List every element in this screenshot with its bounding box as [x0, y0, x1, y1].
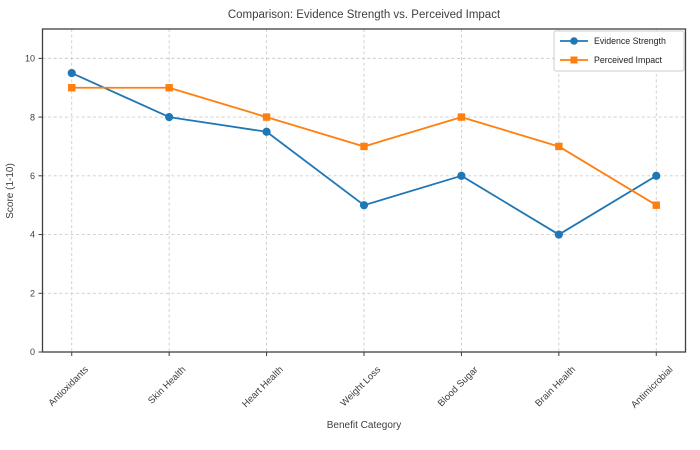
x-tick-label: Blood Sugar	[436, 364, 481, 409]
x-tick-label: Antimicrobial	[629, 364, 675, 410]
x-tick-label: Antioxidants	[46, 364, 91, 409]
data-point-marker	[262, 127, 271, 136]
data-point-marker	[68, 84, 76, 92]
data-point-marker	[67, 68, 76, 78]
y-tick-label: 10	[25, 54, 35, 64]
x-tick-label: Heart Health	[240, 364, 285, 409]
data-point-marker	[262, 113, 271, 121]
data-point-marker	[457, 113, 466, 121]
series-layer	[67, 68, 661, 239]
data-point-marker	[652, 201, 660, 209]
legend-entry-label: Perceived Impact	[594, 55, 663, 65]
x-tick-label: Weight Loss	[338, 364, 383, 409]
legend-swatch-marker	[570, 56, 578, 64]
y-tick-label: 0	[30, 347, 35, 357]
chart-title: Comparison: Evidence Strength vs. Percei…	[228, 9, 501, 21]
data-point-marker	[457, 171, 466, 180]
x-tick-label: Skin Health	[146, 364, 188, 406]
data-point-marker	[165, 112, 174, 122]
y-tick-label: 2	[30, 288, 35, 298]
legend-swatch-marker	[570, 37, 578, 45]
legend: Evidence Strength Perceived Impact	[553, 30, 685, 72]
axis-layer: 0 2 4 6 8 10 Antioxidants Skin Health Heart Heal…	[25, 28, 687, 411]
data-point-marker	[555, 142, 563, 151]
x-tick-label: Brain Health	[533, 364, 578, 409]
grid-layer	[42, 29, 686, 353]
x-axis-label: Benefit Category	[327, 420, 402, 431]
data-point-marker	[359, 201, 369, 210]
data-point-marker	[554, 230, 563, 239]
data-point-marker	[360, 142, 368, 151]
y-axis-label: Score (1-10)	[5, 163, 16, 219]
data-point-marker	[165, 84, 173, 92]
legend-entry-label: Evidence Strength	[594, 36, 666, 46]
data-point-marker	[652, 171, 661, 180]
y-tick-label: 6	[30, 171, 35, 181]
y-tick-label: 4	[30, 230, 35, 240]
y-tick-label: 8	[30, 112, 35, 122]
